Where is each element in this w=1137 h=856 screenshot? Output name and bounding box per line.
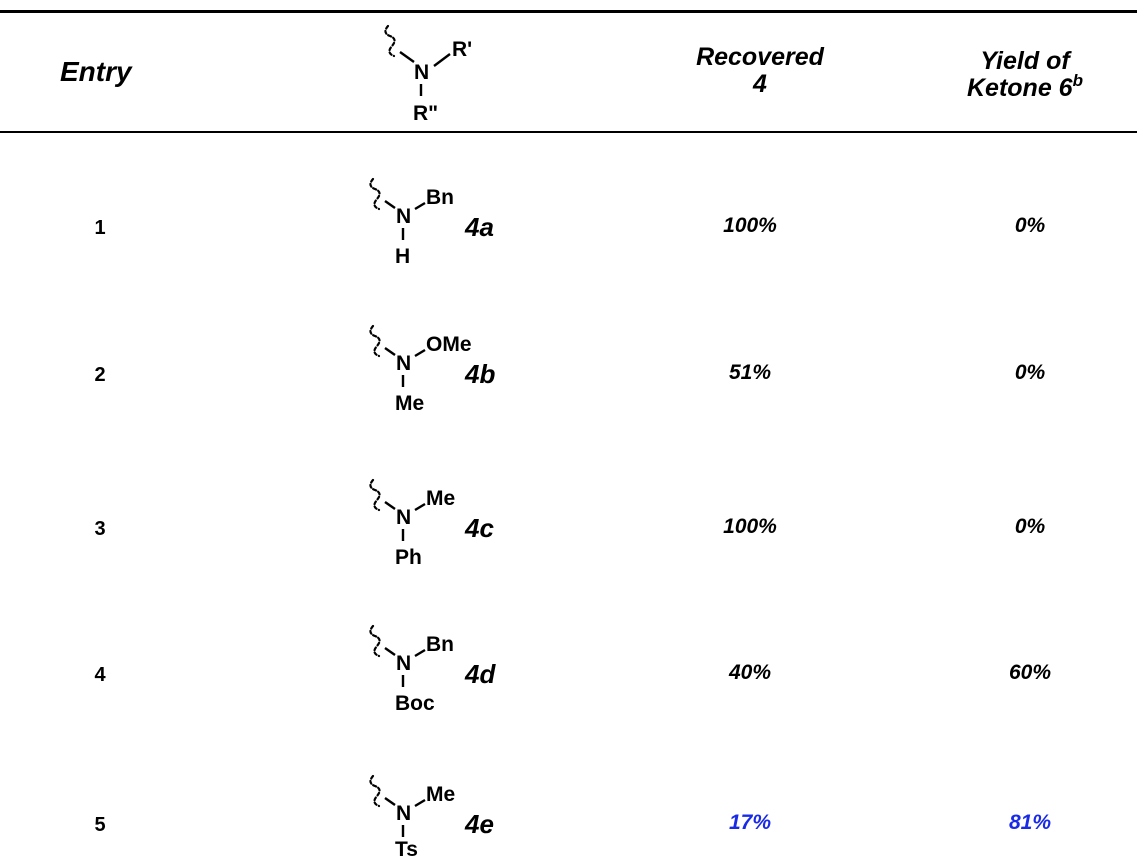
compound-label: 4d (465, 659, 496, 689)
n-atom: N (396, 352, 411, 375)
table-row: 3 N Me Ph 4c 100% 0% (0, 476, 1137, 606)
header-structure: N R' R" (384, 24, 472, 125)
n-substituent: Bn (426, 633, 454, 656)
n-substituent: Me (426, 487, 455, 510)
recovered-value: 100% (723, 214, 777, 237)
header-r2: R" (413, 102, 438, 125)
n-atom: N (396, 802, 411, 825)
n-atom: N (396, 205, 411, 228)
table-row: 4 N Bn Boc 4d 40% 60% (0, 622, 1137, 752)
entry-number: 3 (94, 518, 106, 540)
header-entry: Entry (60, 56, 132, 87)
wavy-bond-icon (369, 478, 381, 512)
table-header-rule (0, 131, 1137, 133)
n-substituent-below: H (395, 245, 410, 268)
yield-value: 0% (1014, 515, 1046, 538)
wavy-bond-icon (369, 774, 381, 808)
n-substituent-below: Me (395, 392, 424, 415)
header-n-atom: N (414, 61, 429, 84)
table-row: 1 N Bn H 4a 100% 0% (0, 175, 1137, 305)
header-r1: R' (452, 38, 472, 61)
compound-label: 4a (465, 212, 494, 242)
table-row: 5 N Me Ts 4e 17% 81% (0, 772, 1137, 856)
n-atom: N (396, 506, 411, 529)
amine-structure: N Me Ts (369, 774, 455, 856)
entry-number: 4 (94, 664, 106, 686)
n-substituent: Bn (426, 186, 454, 209)
yield-value: 0% (1014, 214, 1046, 237)
n-substituent-below: Ts (395, 838, 418, 856)
amine-structure: N Bn H (369, 177, 454, 268)
amine-structure: N Me Ph (369, 478, 455, 569)
wavy-bond-icon (369, 177, 381, 211)
header-recovered: Recovered 4 (696, 43, 824, 98)
n-substituent: Me (426, 783, 455, 806)
yield-value: 60% (1008, 661, 1052, 684)
n-substituent-below: Ph (395, 546, 422, 569)
wavy-bond-icon (384, 24, 396, 58)
n-atom: N (396, 652, 411, 675)
entry-number: 5 (94, 814, 106, 836)
yield-value: 0% (1014, 361, 1046, 384)
recovered-value: 40% (728, 661, 772, 684)
table-top-rule (0, 10, 1137, 13)
recovered-value: 100% (723, 515, 777, 538)
compound-label: 4c (465, 513, 494, 543)
compound-label: 4e (465, 809, 494, 839)
recovered-value: 17% (728, 811, 772, 834)
amine-structure: N Bn Boc (369, 624, 454, 715)
header-yield: Yield of Ketone 6b (967, 47, 1083, 102)
wavy-bond-icon (369, 324, 381, 358)
amine-structure: N OMe Me (369, 324, 472, 415)
wavy-bond-icon (369, 624, 381, 658)
entry-number: 2 (94, 364, 106, 386)
n-substituent: OMe (426, 333, 472, 356)
yield-value: 81% (1008, 811, 1052, 834)
compound-label: 4b (465, 359, 496, 389)
entry-number: 1 (94, 217, 106, 239)
n-substituent-below: Boc (395, 692, 435, 715)
recovered-value: 51% (728, 361, 772, 384)
table-row: 2 N OMe Me 4b 51% 0% (0, 322, 1137, 452)
